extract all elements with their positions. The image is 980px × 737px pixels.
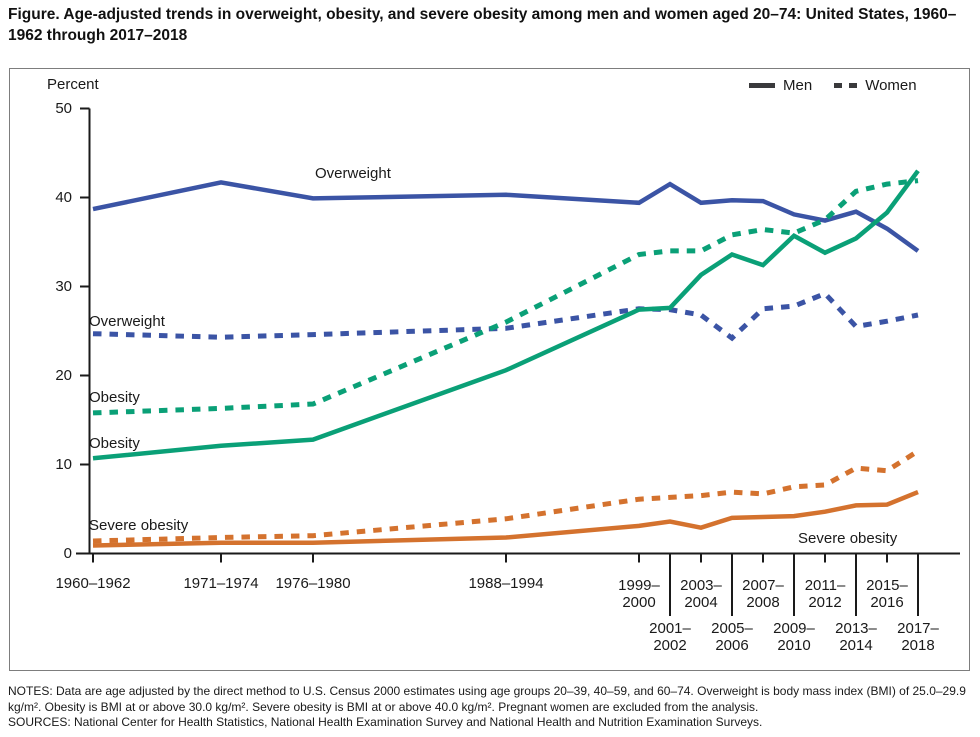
series-annotation-1: Overweight [89, 313, 165, 330]
x-axis-label-1971–1974: 1971–1974 [183, 575, 259, 592]
x-axis-label-2001–2002: 2001– 2002 [649, 620, 691, 654]
y-axis-label-0: 0 [63, 544, 72, 562]
series-line-obesity-men [92, 169, 920, 461]
x-axis-label-2003–2004: 2003– 2004 [680, 577, 722, 611]
x-axis-label-2005–2006: 2005– 2006 [711, 620, 753, 654]
y-axis-label-10: 10 [55, 455, 72, 473]
legend: Men Women [749, 77, 917, 94]
legend-women-label: Women [865, 77, 917, 94]
legend-men-swatch [749, 83, 775, 88]
x-axis-label-2009–2010: 2009– 2010 [773, 620, 815, 654]
series-annotation-0: Overweight [315, 165, 391, 182]
legend-men-label: Men [783, 77, 813, 94]
page-title: Figure. Age-adjusted trends in overweigh… [8, 6, 957, 44]
x-axis-label-2007–2008: 2007– 2008 [742, 577, 784, 611]
x-axis-label-1999–2000: 1999– 2000 [618, 577, 660, 611]
x-axis-label-2015–2016: 2015– 2016 [866, 577, 908, 611]
series-annotation-5: Severe obesity [798, 530, 898, 547]
x-axis-label-2013–2014: 2013– 2014 [835, 620, 877, 654]
chart-frame: Percent Men Women 0 10 20 30 40 50 1960–1962 19… [9, 68, 970, 671]
notes-text: NOTES: Data are age adjusted by the dire… [8, 684, 966, 714]
x-axis-label-2017–2018: 2017– 2018 [897, 620, 939, 654]
chart-canvas [76, 107, 960, 616]
y-axis-label-50: 50 [55, 99, 72, 117]
series-line-overweight-men [92, 180, 920, 253]
series-annotation-2: Obesity [89, 389, 140, 406]
x-axis-label-1988–1994: 1988–1994 [468, 575, 544, 592]
series-annotation-4: Severe obesity [89, 517, 189, 534]
footnotes: NOTES: Data are age adjusted by the dire… [8, 684, 974, 731]
y-axis-label-30: 30 [55, 277, 72, 295]
series-line-overweight-women [92, 290, 919, 342]
series-line-obesity-women [92, 178, 919, 416]
chart-area: Percent Men Women 0 10 20 30 40 50 1960–1962 19… [10, 69, 969, 670]
series-line-severe-obesity-men [92, 490, 919, 548]
series-line-severe-obesity-women [92, 448, 920, 544]
y-axis-title: Percent [47, 76, 99, 93]
y-axis-label-20: 20 [55, 366, 72, 384]
y-axis-label-40: 40 [55, 188, 72, 206]
x-axis-label-1976–1980: 1976–1980 [275, 575, 351, 592]
sources-text: SOURCES: National Center for Health Stat… [8, 715, 763, 729]
legend-women-swatch [834, 83, 858, 88]
x-axis-label-2011–2012: 2011– 2012 [804, 577, 846, 611]
x-axis-label-1960–1962: 1960–1962 [55, 575, 131, 592]
series-annotation-3: Obesity [89, 435, 140, 452]
